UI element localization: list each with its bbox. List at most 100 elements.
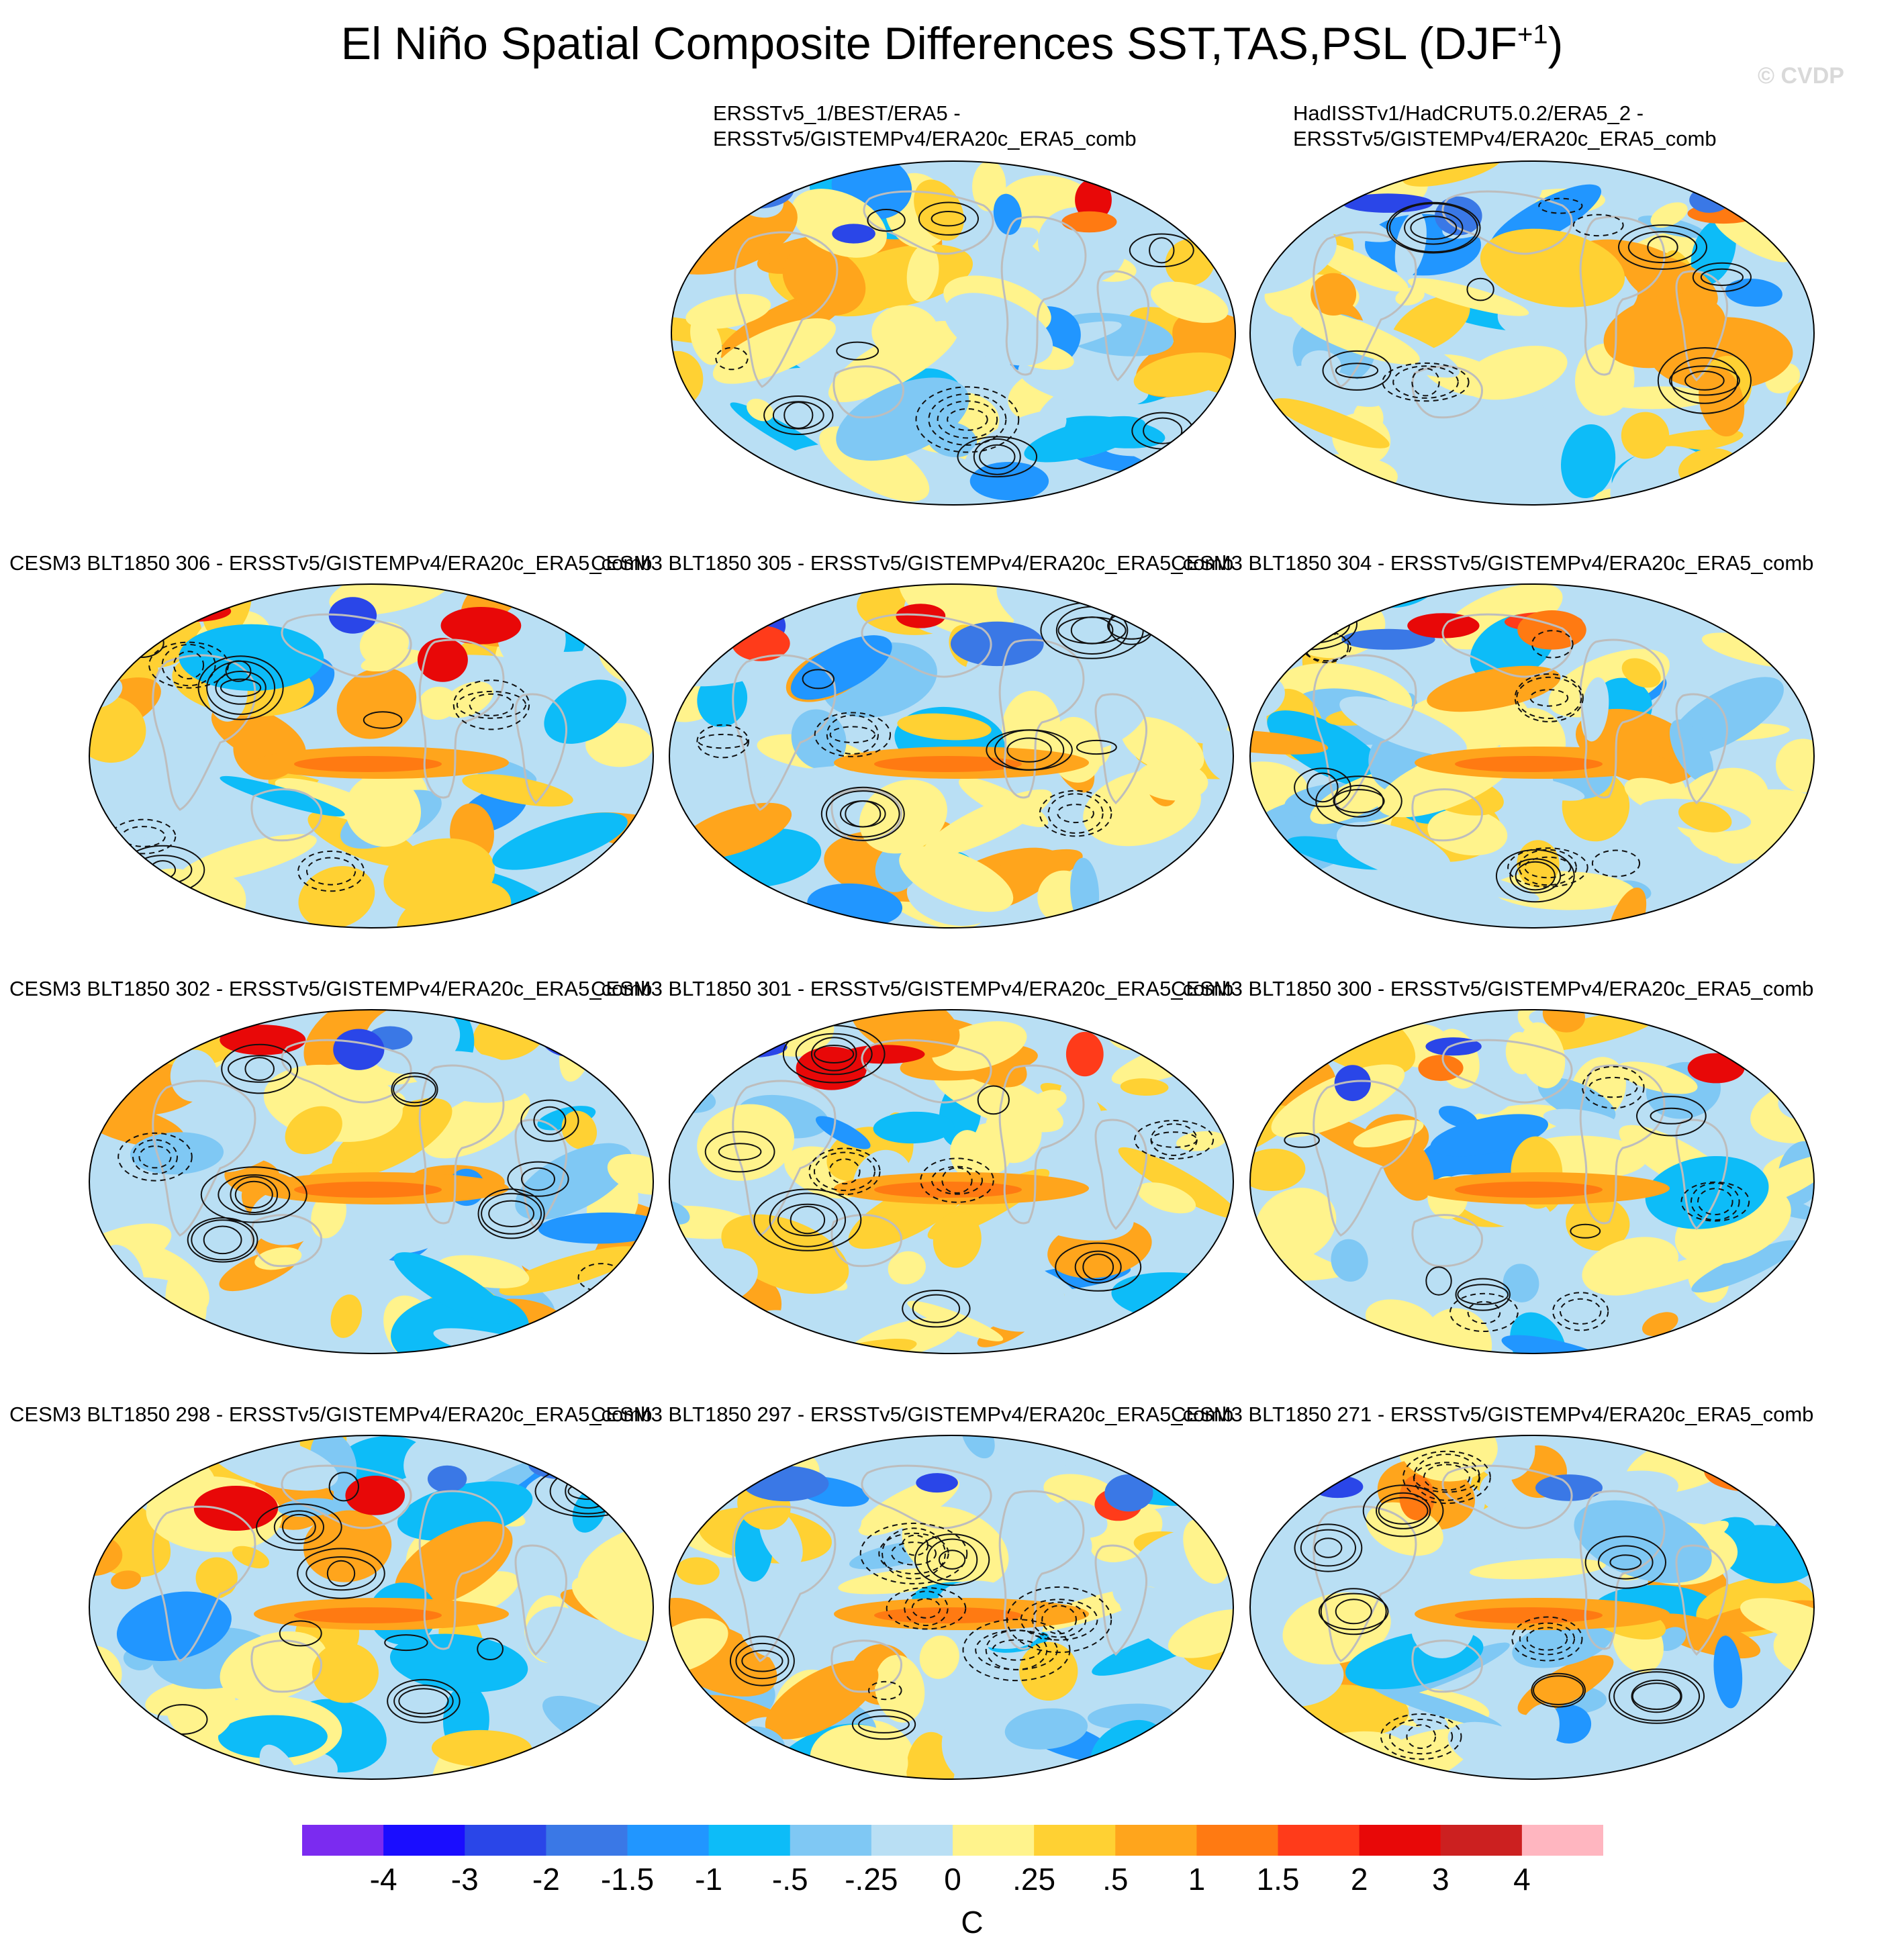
- colorbar-swatch: [1115, 1825, 1197, 1856]
- equatorial-warm-core: [294, 1182, 442, 1198]
- psl-contour: [914, 1533, 990, 1586]
- anomaly-patch: [993, 193, 1022, 235]
- coastline: [861, 1464, 992, 1529]
- coastline: [152, 1080, 256, 1237]
- composite-map: [1249, 583, 1815, 929]
- psl-contour: [533, 1106, 567, 1135]
- anomaly-patch: [1713, 1444, 1814, 1470]
- anomaly-patch: [1775, 739, 1814, 793]
- anomaly-patch: [515, 1143, 632, 1220]
- coastline: [281, 613, 412, 678]
- psl-contour: [696, 724, 749, 759]
- psl-contour: [1680, 1181, 1750, 1222]
- coastline: [1411, 1214, 1483, 1268]
- anomaly-patch: [791, 709, 847, 769]
- psl-contour: [1376, 1492, 1431, 1529]
- colorbar-units: C: [961, 1905, 984, 1940]
- psl-contour: [814, 1151, 875, 1192]
- psl-contour: [363, 711, 403, 729]
- psl-contour: [1584, 1535, 1666, 1589]
- panel-title: CESM3 BLT1850 304 - ERSSTv5/GISTEMPv4/ER…: [1171, 551, 1813, 576]
- anomaly-patch: [1336, 822, 1451, 880]
- high-latitude-anomaly: [916, 1473, 958, 1493]
- psl-contour: [986, 729, 1073, 771]
- psl-contour: [704, 1131, 775, 1173]
- coastline: [832, 365, 904, 419]
- psl-contour: [826, 714, 879, 755]
- anomaly-patch: [1004, 1708, 1088, 1750]
- psl-contour: [1524, 856, 1572, 879]
- psl-contour: [868, 1680, 902, 1701]
- anomaly-patch: [919, 1635, 959, 1679]
- psl-contour: [191, 1219, 254, 1261]
- psl-contour: [795, 1033, 873, 1076]
- anomaly-patch: [874, 1655, 925, 1723]
- anomaly-patch: [1256, 1010, 1378, 1041]
- coastline: [514, 693, 568, 805]
- psl-contour: [1006, 737, 1052, 763]
- psl-contour: [931, 211, 967, 227]
- high-latitude-anomaly: [333, 1029, 385, 1070]
- anomaly-patch: [1773, 1729, 1814, 1758]
- psl-contour: [203, 1225, 242, 1255]
- psl-contour: [1423, 1464, 1470, 1491]
- anomaly-patch: [1408, 278, 1529, 316]
- coastline: [732, 1080, 837, 1237]
- high-latitude-anomaly: [832, 224, 875, 244]
- high-latitude-anomaly: [1065, 1031, 1104, 1077]
- anomaly-patch: [134, 1441, 187, 1478]
- anomaly-patch: [1555, 1322, 1633, 1354]
- psl-contour: [808, 1147, 881, 1196]
- panel-title-line1: CESM3 BLT1850 305 - ERSSTv5/GISTEMPv4/ER…: [591, 551, 1234, 575]
- psl-contour: [221, 1043, 299, 1094]
- anomaly-patch: [1263, 616, 1300, 637]
- figure-title: El Niño Spatial Composite Differences SS…: [340, 18, 1564, 69]
- anomaly-patch: [669, 1618, 728, 1674]
- psl-contour: [1057, 616, 1127, 645]
- psl-contour: [1380, 1713, 1462, 1760]
- panel-title: CESM3 BLT1850 298 - ERSSTv5/GISTEMPv4/ER…: [9, 1402, 652, 1427]
- psl-contour: [469, 693, 514, 716]
- composite-map: [669, 1009, 1234, 1354]
- map-border: [89, 1009, 654, 1354]
- anomaly-patch: [1740, 1598, 1814, 1642]
- composite-map: [89, 1435, 654, 1780]
- anomaly-patch: [832, 1507, 862, 1535]
- colorbar-tick-label: .5: [1102, 1862, 1129, 1897]
- high-latitude-anomaly: [193, 1486, 279, 1531]
- psl-contour: [941, 1167, 973, 1194]
- coastline: [1313, 1505, 1417, 1662]
- psl-contour: [256, 1503, 342, 1551]
- anomaly-patch: [1121, 716, 1204, 775]
- anomaly-patch: [1400, 1435, 1498, 1482]
- psl-contour: [931, 1166, 983, 1195]
- anomaly-patch: [1250, 1148, 1306, 1191]
- coastline: [152, 1505, 256, 1662]
- anomaly-patch: [285, 1106, 342, 1155]
- coastline: [861, 613, 992, 678]
- coastline: [1579, 1490, 1666, 1650]
- anomaly-patch: [1271, 1064, 1405, 1138]
- psl-contour: [1684, 371, 1725, 391]
- high-latitude-anomaly: [540, 1012, 602, 1057]
- anomaly-patch: [1112, 1570, 1141, 1607]
- psl-contour: [305, 1556, 377, 1591]
- colorbar-tick-label: -1: [695, 1862, 723, 1897]
- psl-contour: [1318, 1593, 1389, 1630]
- anomaly-field: [1250, 161, 1814, 505]
- colorbar-tick-label: -4: [369, 1862, 397, 1897]
- anomaly-patch: [232, 1546, 269, 1569]
- coastline: [281, 1464, 412, 1529]
- psl-contour: [132, 1139, 178, 1175]
- composite-map: [89, 1009, 654, 1354]
- psl-contour: [1692, 262, 1752, 292]
- coastline: [418, 1064, 505, 1225]
- psl-contour: [453, 679, 530, 730]
- high-latitude-anomaly: [1704, 1450, 1799, 1492]
- anomaly-patch: [1212, 597, 1233, 620]
- anomaly-patch: [676, 1557, 720, 1585]
- anomaly-field: [89, 1435, 653, 1779]
- colorbar-swatch: [1278, 1825, 1360, 1856]
- colorbar-swatch: [1034, 1825, 1116, 1856]
- anomaly-patch: [559, 908, 616, 928]
